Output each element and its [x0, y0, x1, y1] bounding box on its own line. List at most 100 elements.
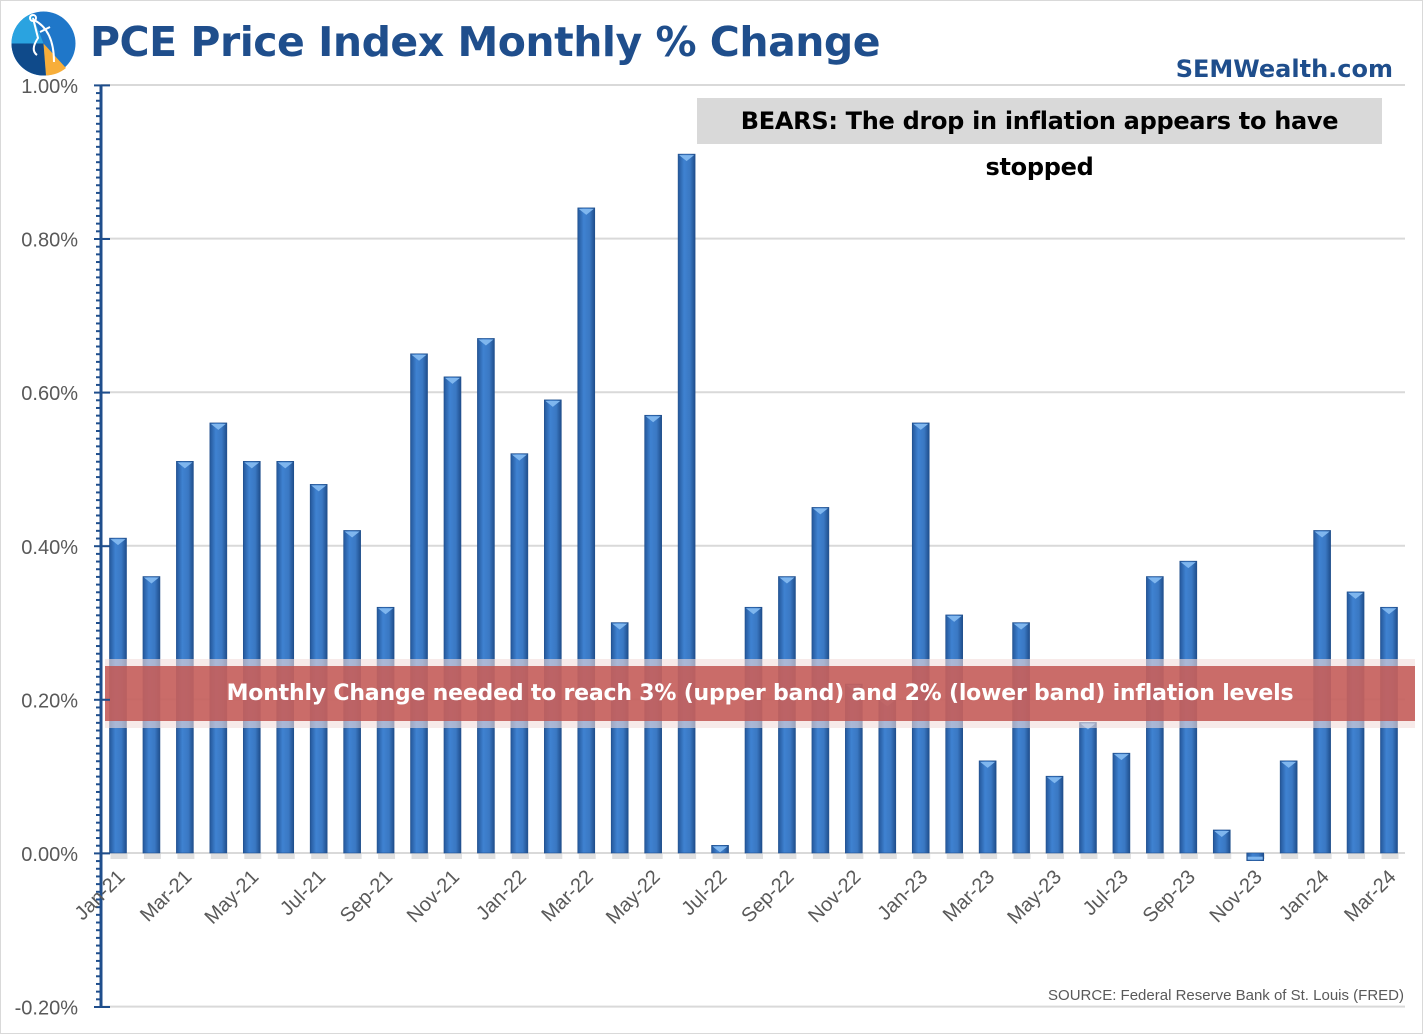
bar-cap: [712, 846, 728, 853]
bar-cap: [478, 339, 494, 346]
bar-cap: [277, 462, 293, 469]
bar-shadow: [411, 854, 429, 859]
bar-cap: [578, 208, 594, 215]
bar-cap: [1113, 754, 1129, 761]
bar-shadow: [913, 854, 931, 859]
bar-cap: [812, 508, 828, 515]
bar-shadow: [1381, 854, 1399, 859]
bar-shadow: [578, 854, 596, 859]
bar-cap: [645, 416, 661, 423]
brand-label[interactable]: SEMWealth.com: [1175, 55, 1393, 83]
bar: [1380, 606, 1398, 854]
y-tick-label: 0.80%: [21, 230, 78, 252]
bar-cap: [1180, 562, 1196, 569]
x-tick-label: Jan-23: [873, 866, 932, 925]
bar-shadow: [712, 854, 730, 859]
bar-shadow: [846, 854, 864, 859]
bar: [911, 422, 930, 854]
bar-shadow: [946, 854, 964, 859]
x-tick-label: Nov-23: [1206, 866, 1267, 927]
bar-cap: [1348, 592, 1364, 599]
bar-shadow: [1047, 854, 1065, 859]
bar-cap: [1214, 830, 1230, 837]
bar-cap: [244, 462, 260, 469]
x-tick-label: Mar-22: [537, 866, 597, 926]
bar-shadow: [1013, 854, 1031, 859]
bar-shadow: [210, 854, 228, 859]
x-tick-label: Mar-23: [939, 866, 999, 926]
bar-cap: [311, 485, 327, 492]
bar: [577, 207, 596, 854]
bar: [1279, 760, 1298, 854]
bar: [242, 461, 261, 854]
bar-shadow: [1113, 854, 1131, 859]
bar-shadow: [645, 854, 663, 859]
bar: [1012, 622, 1030, 854]
x-tick-label: Mar-21: [136, 866, 196, 926]
bar-cap: [1314, 531, 1330, 538]
bar: [610, 622, 629, 854]
bar: [443, 376, 462, 854]
bar: [978, 760, 997, 854]
bar: [1079, 722, 1097, 854]
bar-shadow: [980, 854, 998, 859]
y-tick-label: 0.60%: [21, 383, 78, 405]
y-tick-label: 1.00%: [21, 76, 78, 98]
x-tick-label: May-23: [1003, 866, 1066, 929]
bar-cap: [545, 400, 561, 407]
bar-cap: [746, 608, 761, 615]
bar-shadow: [244, 854, 262, 859]
source-note: SOURCE: Federal Reserve Bank of St. Loui…: [1048, 987, 1404, 1004]
bar-cap: [411, 354, 427, 361]
bar: [176, 461, 194, 854]
x-tick-label: Sep-23: [1139, 866, 1200, 927]
bar-shadow: [110, 854, 128, 859]
x-tick-label: Jan-24: [1275, 866, 1334, 925]
bar-cap: [210, 423, 226, 430]
bar-shadow: [378, 854, 396, 859]
bar-shadow: [344, 854, 362, 859]
bar-shadow: [545, 854, 563, 859]
bar-cap: [143, 577, 159, 584]
bar: [410, 353, 428, 854]
bar-shadow: [1147, 854, 1165, 859]
bar-cap: [1147, 577, 1163, 584]
bar-shadow: [1080, 854, 1098, 859]
bar: [677, 153, 696, 854]
bar: [544, 399, 562, 854]
bar-cap: [378, 608, 394, 615]
x-tick-label: Jul-23: [1079, 866, 1133, 920]
target-band: [105, 666, 1415, 721]
bar-cap: [913, 423, 929, 430]
bar-shadow: [511, 854, 529, 859]
compass-pie-icon: [11, 11, 76, 76]
bar-shadow: [679, 854, 697, 859]
bar-shadow: [1281, 854, 1299, 859]
bar-shadow: [277, 854, 295, 859]
bar-shadow: [879, 854, 897, 859]
x-tick-label: Sep-21: [336, 866, 397, 927]
x-tick-label: Nov-22: [804, 866, 865, 927]
bar-shadow: [311, 854, 329, 859]
bar-cap: [177, 462, 193, 469]
x-tick-label: Jul-21: [276, 866, 330, 920]
y-tick-label: 0.40%: [21, 537, 78, 559]
x-tick-label: Mar-24: [1340, 866, 1400, 926]
x-tick-label: Jan-22: [472, 866, 531, 925]
bar: [209, 422, 228, 854]
bar: [1045, 775, 1064, 854]
bar-cap: [1247, 856, 1263, 860]
bar-cap: [1013, 623, 1029, 630]
x-tick-label: May-22: [602, 866, 665, 929]
y-tick-label: -0.20%: [15, 998, 79, 1020]
bar-cap: [444, 377, 460, 384]
bar-shadow: [478, 854, 496, 859]
target-band-label: Monthly Change needed to reach 3% (upper…: [226, 681, 1294, 706]
x-tick-label: May-21: [201, 866, 264, 929]
bar: [644, 414, 662, 854]
bar-cap: [511, 454, 527, 461]
bar: [1112, 752, 1131, 854]
bar-cap: [1381, 608, 1397, 615]
chart-title: PCE Price Index Monthly % Change: [90, 18, 881, 66]
